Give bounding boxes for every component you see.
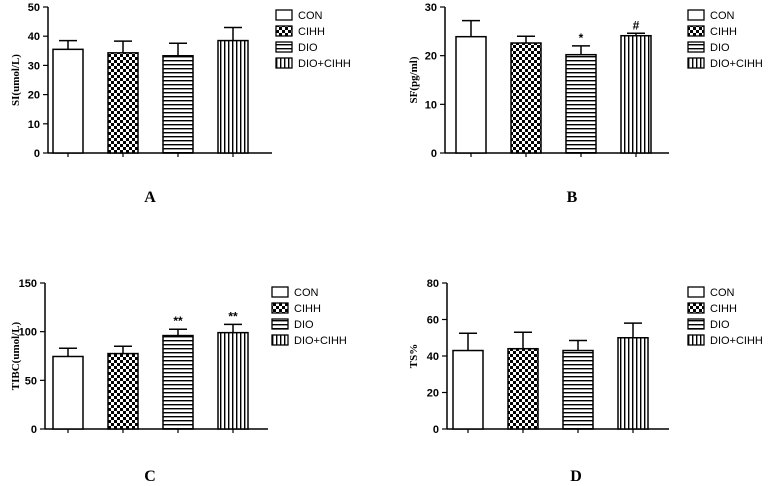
y-tick-label: 150: [19, 278, 37, 290]
legend-swatch: [271, 334, 289, 346]
significance-mark: **: [228, 309, 238, 323]
y-tick-label: 60: [427, 315, 439, 327]
bar: [452, 349, 484, 430]
legend-label: DIO+CIHH: [298, 58, 351, 70]
bar: [52, 48, 84, 154]
y-tick-label: 20: [28, 90, 40, 102]
y-tick-label: 0: [31, 424, 37, 436]
y-axis-label: SF(pg/ml): [408, 56, 420, 103]
legend-label: CIHH: [294, 303, 321, 315]
panel-a: 0 10 20 30 40 50 SI(umol/L) CON CIHH DIO DIO+CIHH A: [10, 2, 351, 206]
legend-label: CON: [710, 10, 735, 22]
bar: [107, 352, 139, 430]
legend-swatch: [687, 286, 705, 298]
y-tick-label: 10: [425, 99, 437, 111]
y-tick-label: 50: [28, 2, 40, 14]
legend-swatch: [271, 302, 289, 314]
legend-label: DIO: [710, 42, 730, 54]
y-tick-label: 80: [427, 278, 439, 290]
y-axis-label: TIBC(umol/L): [10, 321, 22, 390]
legend-label: DIO: [298, 42, 318, 54]
legend-label: CIHH: [710, 303, 737, 315]
legend-swatch: [275, 57, 293, 69]
y-tick-label: 100: [19, 327, 37, 339]
panel-label: B: [567, 189, 578, 206]
legend-label: DIO+CIHH: [710, 335, 763, 347]
y-tick-label: 30: [425, 2, 437, 14]
y-tick-label: 40: [427, 351, 439, 363]
bar: [507, 347, 539, 430]
legend-label: DIO: [294, 319, 314, 331]
legend-swatch: [687, 57, 705, 69]
panel-c: 0 50 100 150 TIBC(umol/L) ** ** CON CIHH DIO DIO+C…: [10, 278, 347, 485]
bar: [52, 355, 84, 430]
bar: [217, 331, 249, 430]
y-tick-label: 50: [25, 375, 37, 387]
y-axis-label: TS%: [408, 344, 420, 368]
panel-label: C: [144, 468, 156, 485]
bar: [107, 52, 139, 154]
bar: [510, 42, 542, 154]
legend-label: DIO+CIHH: [710, 58, 763, 70]
legend-label: CIHH: [710, 26, 737, 38]
bar: [455, 35, 487, 154]
bar: [620, 34, 652, 154]
y-tick-label: 10: [28, 119, 40, 131]
significance-mark: *: [579, 31, 584, 45]
y-tick-label: 0: [34, 148, 40, 160]
legend-label: CIHH: [298, 26, 325, 38]
legend-swatch: [275, 25, 293, 37]
legend-swatch: [275, 41, 293, 53]
legend-label: DIO: [710, 319, 730, 331]
legend-swatch: [271, 286, 289, 298]
bar: [162, 55, 194, 154]
legend-swatch: [687, 318, 705, 330]
y-tick-label: 20: [425, 51, 437, 63]
y-tick-label: 20: [427, 388, 439, 400]
bar: [565, 53, 597, 154]
legend-label: CON: [294, 287, 319, 299]
panel-label: A: [144, 189, 156, 206]
legend-swatch: [275, 9, 293, 21]
y-tick-label: 30: [28, 60, 40, 72]
y-tick-label: 40: [28, 31, 40, 43]
legend-swatch: [687, 302, 705, 314]
legend: CON CIHH DIO DIO+CIHH: [687, 286, 763, 347]
legend-swatch: [687, 334, 705, 346]
legend-swatch: [687, 9, 705, 21]
panel-b: 0 10 20 30 SF(pg/ml) * # CON CIHH DIO DIO+CIHH B: [408, 2, 763, 206]
legend: CON CIHH DIO DIO+CIHH: [271, 286, 347, 347]
panel-label: D: [570, 468, 582, 485]
legend: CON CIHH DIO DIO+CIHH: [687, 9, 763, 70]
bar: [562, 349, 594, 430]
legend-swatch: [687, 41, 705, 53]
significance-mark: #: [633, 18, 640, 32]
legend-label: CON: [298, 10, 323, 22]
legend-label: DIO+CIHH: [294, 335, 347, 347]
y-tick-label: 0: [431, 148, 437, 160]
bar: [162, 334, 194, 430]
legend-swatch: [271, 318, 289, 330]
panel-d: 0 20 40 60 80 TS% CON CIHH DIO DIO+CIHH D: [408, 278, 763, 485]
legend-label: CON: [710, 287, 735, 299]
legend-swatch: [687, 25, 705, 37]
bar: [617, 337, 649, 430]
y-tick-label: 0: [433, 424, 439, 436]
significance-mark: **: [173, 314, 183, 328]
bar: [217, 39, 249, 154]
y-axis-label: SI(umol/L): [10, 54, 22, 106]
legend: CON CIHH DIO DIO+CIHH: [275, 9, 351, 70]
